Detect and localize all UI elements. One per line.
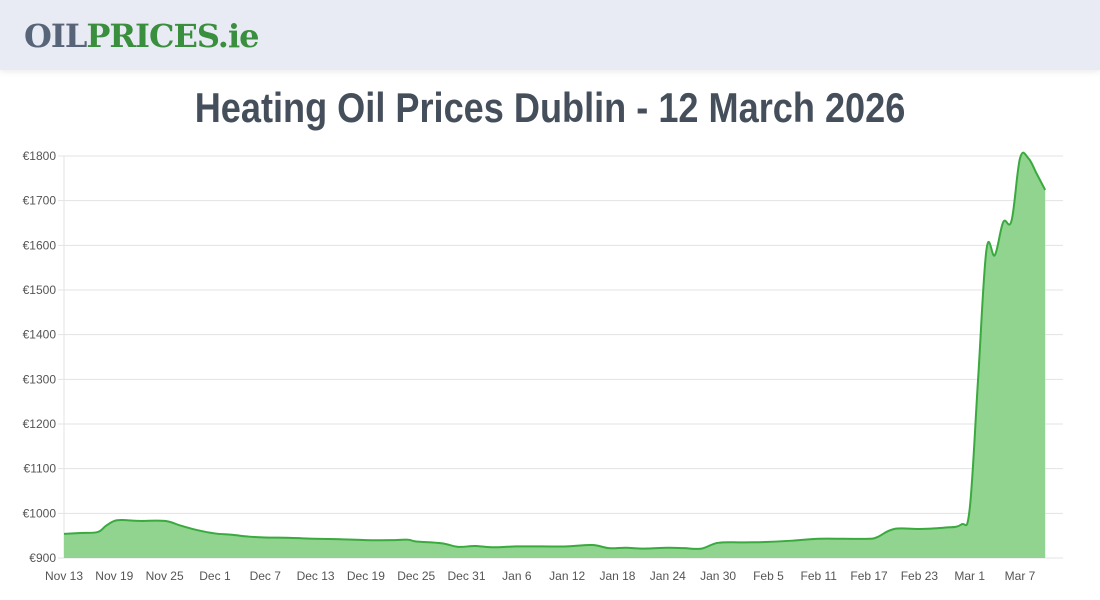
x-tick-label: Jan 24 [650,569,686,583]
x-axis: Nov 13 Nov 19 Nov 25 Dec 1 Dec 7 Dec 13 Dec 19… [45,569,1036,583]
y-tick-label: €900 [29,551,56,565]
x-tick-label: Dec 7 [250,569,282,583]
y-tick-label: €1600 [23,238,57,252]
x-tick-label: Nov 25 [146,569,184,583]
chart-grid [58,155,1063,559]
x-tick-label: Feb 5 [753,569,784,583]
x-tick-label: Jan 12 [549,569,585,583]
x-tick-label: Nov 13 [45,569,83,583]
y-tick-label: €1800 [23,149,57,163]
x-tick-label: Dec 31 [448,569,486,583]
x-tick-label: Feb 11 [801,569,838,583]
x-tick-label: Dec 13 [297,569,335,583]
y-tick-label: €1100 [24,462,57,476]
y-tick-label: €1000 [23,506,57,520]
logo-prices-text: PRICES.ie [86,17,259,55]
y-tick-label: €1700 [23,194,57,208]
x-tick-label: Mar 1 [954,569,985,583]
price-area-fill [64,152,1046,558]
y-axis: €900 €1000 €1100 €1200 €1300 €1400 €1500 €1600 €… [23,149,57,565]
x-tick-label: Jan 18 [599,569,635,583]
y-tick-label: €1200 [23,417,57,431]
x-tick-label: Jan 30 [700,569,736,583]
x-tick-label: Nov 19 [95,569,133,583]
logo-oil-text: OIL [24,17,87,55]
x-tick-label: Dec 19 [347,569,385,583]
price-line [63,151,1047,550]
x-tick-label: Jan 6 [502,569,532,583]
y-tick-label: €1300 [23,372,57,386]
x-tick-label: Mar 7 [1005,569,1036,583]
y-tick-label: €1400 [23,328,57,342]
y-tick-label: €1500 [23,283,57,297]
site-header: OILPRICES.ie [0,0,1100,70]
x-tick-label: Feb 17 [850,569,888,583]
site-logo[interactable]: OILPRICES.ie [24,14,259,58]
page-title: Heating Oil Prices Dublin - 12 March 202… [194,84,906,131]
x-tick-label: Feb 23 [901,569,939,583]
x-tick-label: Dec 1 [199,569,231,583]
x-tick-label: Dec 25 [397,569,435,583]
